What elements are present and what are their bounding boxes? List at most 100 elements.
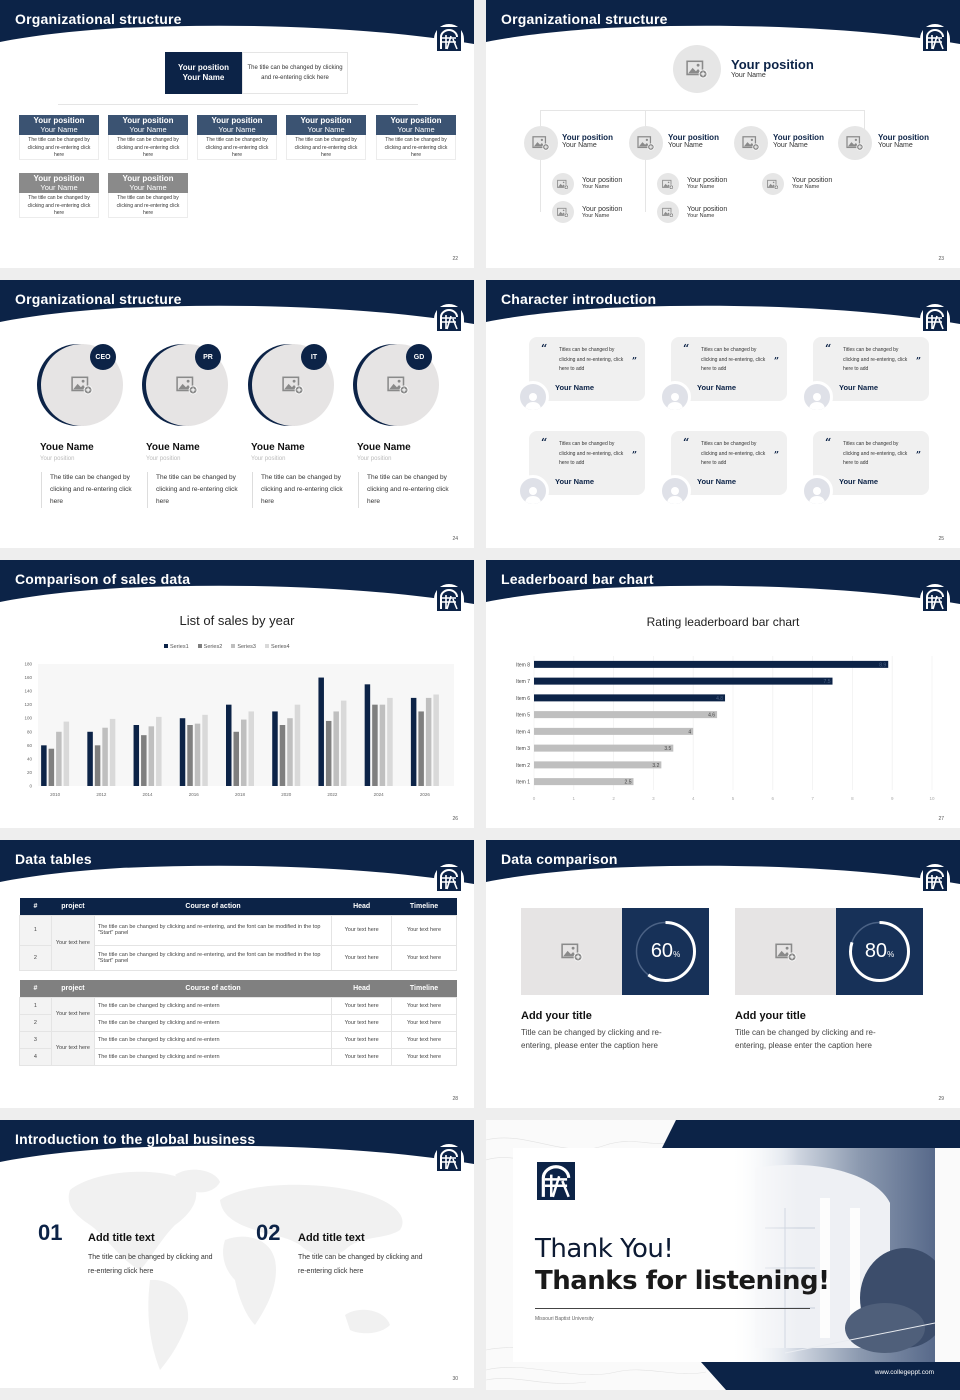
photo-placeholder-small[interactable] (657, 173, 679, 195)
bar (294, 704, 301, 786)
close-quote-icon: ” (773, 451, 779, 461)
quote-card[interactable]: “ Titles can be changed by clicking and … (671, 431, 787, 495)
bar (248, 711, 254, 786)
photo-placeholder[interactable] (734, 126, 768, 160)
quote-author: Your Name (839, 477, 879, 486)
org-card[interactable]: Your position Your Name The title can be … (286, 115, 366, 160)
table-row[interactable]: 2 The title can be changed by clicking a… (19, 944, 457, 971)
bar (418, 711, 424, 786)
slide-22-org-structure[interactable]: Organizational structure Your position Y… (0, 0, 474, 268)
image-add-icon (176, 375, 198, 395)
svg-text:0: 0 (533, 796, 536, 801)
image-add-icon (557, 179, 569, 190)
bar (226, 704, 232, 786)
image-placeholder[interactable] (521, 908, 622, 995)
bar (534, 778, 634, 786)
bar (133, 725, 140, 786)
slide-header: Comparison of sales data (0, 560, 474, 604)
image-add-icon (846, 135, 864, 151)
slide-28-data-tables[interactable]: Data tables # project Course of action H… (0, 840, 474, 1108)
name-label: Your Name (129, 125, 167, 134)
top-position-label: Your position Your Name (731, 57, 814, 80)
svg-text:2026: 2026 (420, 792, 431, 797)
person-photo[interactable]: PR (142, 344, 232, 434)
bar (279, 725, 286, 786)
org-card[interactable]: Your position Your Name The title can be … (108, 115, 188, 160)
bar (102, 727, 108, 786)
svg-text:0: 0 (29, 784, 32, 789)
photo-placeholder-small[interactable] (552, 173, 574, 195)
svg-text:20: 20 (27, 770, 33, 775)
bar (534, 694, 726, 702)
quote-card[interactable]: “ Titles can be changed by clicking and … (671, 337, 787, 401)
person-photo[interactable]: GD (353, 344, 443, 434)
org-card[interactable]: Your position Your Name The title can be … (197, 115, 277, 160)
website-url[interactable]: www.collegeppt.com (874, 1369, 934, 1376)
photo-placeholder-small[interactable] (762, 173, 784, 195)
svg-text:3.2: 3.2 (652, 763, 659, 769)
photo-placeholder[interactable] (524, 126, 558, 160)
slide-header: Data tables (0, 840, 474, 884)
bar (340, 700, 347, 786)
slide-30-global-business[interactable]: Introduction to the global business 01 A… (0, 1120, 474, 1388)
bar (148, 726, 155, 786)
photo-placeholder-small[interactable] (657, 201, 679, 223)
bar (534, 660, 889, 668)
slide-header: Organizational structure (486, 0, 960, 44)
university-logo-icon (920, 24, 950, 52)
name-label: Your Name (307, 125, 345, 134)
navy-frame-shape (662, 1120, 960, 1390)
close-quote-icon: ” (631, 451, 637, 461)
quote-card[interactable]: “ Titles can be changed by clicking and … (813, 431, 929, 495)
table-row[interactable]: 1 Your text here The title can be change… (19, 914, 457, 971)
image-placeholder[interactable] (735, 908, 836, 995)
table-row[interactable]: 1 Your text here The title can be change… (19, 996, 457, 1032)
person-position: Your position (146, 456, 181, 462)
org-card[interactable]: Your position Your Name The title can be … (376, 115, 456, 160)
quote-card[interactable]: “ Titles can be changed by clicking and … (813, 337, 929, 401)
image-add-icon (71, 375, 93, 395)
position-label: Your position (390, 116, 442, 125)
photo-placeholder[interactable] (838, 126, 872, 160)
slide-26-sales-chart[interactable]: Comparison of sales data List of sales b… (0, 560, 474, 828)
bar (534, 744, 674, 752)
person-photo[interactable]: IT (248, 344, 338, 434)
org-card[interactable]: Your position Your Name The title can be … (19, 115, 99, 160)
open-quote-icon: “ (683, 342, 690, 355)
chart-title: Rating leaderboard bar chart (646, 615, 800, 629)
bar (333, 711, 339, 786)
slide-31-thank-you[interactable]: Thank You! Thanks for listening! Missour… (486, 1120, 960, 1390)
org-top-box[interactable]: Your position Your Name The title can be… (165, 52, 348, 94)
slide-title: Data comparison (501, 851, 618, 867)
slide-24-org-structure[interactable]: Organizational structure CEO Youe Name Y… (0, 280, 474, 548)
slide-23-org-structure[interactable]: Organizational structure Your position Y… (486, 0, 960, 268)
svg-text:8: 8 (851, 796, 854, 801)
quote-card[interactable]: “ Titles can be changed by clicking and … (529, 337, 645, 401)
position-label: Your position Your Name (562, 133, 613, 150)
world-map-background (68, 1169, 403, 1370)
svg-text:Item 6: Item 6 (516, 696, 530, 702)
person-photo[interactable]: CEO (37, 344, 127, 434)
slide-header: Data comparison (486, 840, 960, 884)
org-card[interactable]: Your position Your Name The title can be … (108, 173, 188, 218)
photo-placeholder-small[interactable] (552, 201, 574, 223)
slide-25-character-intro[interactable]: Character introduction “ Titles can be c… (486, 280, 960, 548)
photo-placeholder-top[interactable] (673, 45, 721, 93)
page-number: 22 (452, 256, 458, 262)
image-add-icon (637, 135, 655, 151)
progress-ring-card: 80% (836, 908, 923, 995)
quote-card[interactable]: “ Titles can be changed by clicking and … (529, 431, 645, 495)
slide-27-leaderboard[interactable]: Leaderboard bar chart Rating leaderboard… (486, 560, 960, 828)
org-card[interactable]: Your position Your Name The title can be … (19, 173, 99, 218)
image-add-icon (662, 207, 674, 218)
item-title: Add your title (735, 1010, 806, 1022)
card-desc: The title can be changed by clicking and… (108, 193, 188, 218)
table-row[interactable]: 4 The title can be changed by clicking a… (19, 1047, 457, 1066)
table-row[interactable]: 3 Your text here The title can be change… (19, 1030, 457, 1066)
slide-title: Comparison of sales data (15, 571, 191, 587)
photo-placeholder[interactable] (629, 126, 663, 160)
avatar-icon (659, 381, 691, 413)
bar (364, 684, 371, 786)
slide-29-data-comparison[interactable]: Data comparison 60% Add your title Title… (486, 840, 960, 1108)
svg-text:40: 40 (27, 756, 33, 761)
